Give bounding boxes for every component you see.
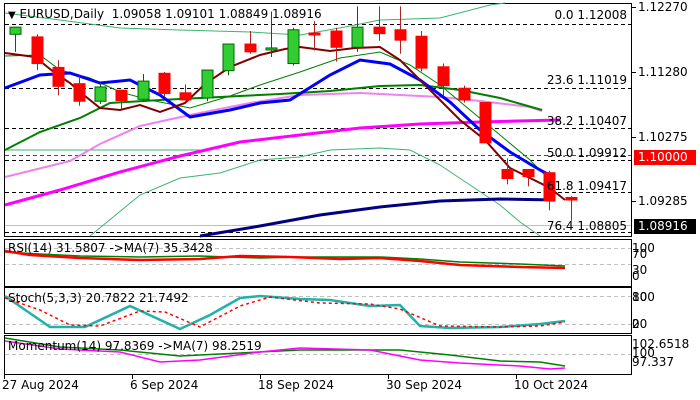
momentum-axis-min: 97.337 xyxy=(632,355,674,369)
date-label: 27 Aug 2024 xyxy=(2,378,79,392)
chart-header: ▼ EURUSD,Daily 1.09058 1.09101 1.08849 1… xyxy=(8,8,322,22)
candle xyxy=(52,66,65,87)
ma-line xyxy=(4,51,556,186)
stoch-axis-80: 80 xyxy=(632,290,648,304)
candle xyxy=(94,86,107,102)
candle xyxy=(244,43,257,53)
ohlc-values: 1.09058 1.09101 1.08849 1.08916 xyxy=(111,7,322,21)
candle xyxy=(458,87,471,101)
price-tick xyxy=(632,7,636,8)
stoch-axis-20: 20 xyxy=(632,317,648,331)
fib-level-50: 50.0 1.09912 xyxy=(546,146,627,160)
candle xyxy=(137,80,150,100)
date-label: 10 Oct 2024 xyxy=(514,378,589,392)
ma-line xyxy=(4,91,543,178)
stoch-axis-0: 0 xyxy=(632,317,640,331)
fib-level-0: 0.0 1.12008 xyxy=(554,8,627,22)
candle xyxy=(222,43,235,72)
price-tick xyxy=(632,72,636,73)
fib-level-61-8: 61.8 1.09417 xyxy=(546,179,627,193)
price-tick xyxy=(632,137,636,138)
candle xyxy=(9,26,22,35)
date-label: 18 Sep 2024 xyxy=(258,378,335,392)
momentum-axis-100: 100 xyxy=(632,346,655,360)
candle xyxy=(543,172,556,202)
level-price-tag: 1.10000 xyxy=(634,150,696,165)
candle xyxy=(479,102,492,144)
rsi-pane[interactable] xyxy=(4,239,632,287)
candle xyxy=(394,29,407,41)
ma-line xyxy=(89,147,541,237)
current-price-tag: 1.08916 xyxy=(634,219,696,234)
price-axis-label: 1.12270 xyxy=(638,0,688,14)
ma-line xyxy=(4,2,506,36)
fib-level-38-2: 38.2 1.10407 xyxy=(546,114,627,128)
stoch-axis-100: 100 xyxy=(632,290,655,304)
candle xyxy=(265,47,278,51)
ma-line xyxy=(199,197,556,238)
candle xyxy=(201,69,214,99)
price-axis-label: 1.09285 xyxy=(638,194,688,208)
momentum-title: Momentum(14) 97.8369 ->MA(7) 98.2519 xyxy=(8,339,262,353)
candle xyxy=(437,66,450,87)
candle xyxy=(287,29,300,65)
price-tick xyxy=(632,201,636,202)
candle xyxy=(31,36,44,65)
fib-level-23-6: 23.6 1.11019 xyxy=(546,73,627,87)
rsi-axis-100: 100 xyxy=(632,241,655,255)
candle xyxy=(373,26,386,35)
candle xyxy=(73,83,86,102)
momentum-axis-max: 102.6518 xyxy=(632,337,690,351)
candle xyxy=(308,32,321,36)
candle xyxy=(351,26,364,48)
candle xyxy=(565,196,578,201)
price-axis-label: 1.10275 xyxy=(638,130,688,144)
rsi-axis-30: 30 xyxy=(632,263,648,277)
momentum-pane[interactable] xyxy=(4,335,632,375)
rsi-axis-0: 0 xyxy=(632,269,640,283)
candle xyxy=(179,92,192,101)
candle xyxy=(415,35,428,69)
ma-line xyxy=(4,83,543,151)
date-label: 30 Sep 2024 xyxy=(386,378,463,392)
fib-level-76-4: 76.4 1.08805 xyxy=(546,219,627,233)
candle xyxy=(501,168,514,180)
dropdown-triangle-icon[interactable]: ▼ xyxy=(8,10,16,21)
candle xyxy=(158,72,171,94)
price-axis-label: 1.11280 xyxy=(638,65,688,79)
candle xyxy=(115,89,128,102)
rsi-title: RSI(14) 31.5807 ->MA(7) 35.3428 xyxy=(8,241,213,255)
stoch-title: Stoch(5,3,3) 20.7822 21.7492 xyxy=(8,291,189,305)
date-label: 6 Sep 2024 xyxy=(130,378,199,392)
candle xyxy=(522,168,535,178)
symbol-label: EURUSD,Daily xyxy=(19,7,105,21)
rsi-axis-70: 70 xyxy=(632,247,648,261)
ma-line xyxy=(4,118,561,207)
candle xyxy=(330,30,343,48)
